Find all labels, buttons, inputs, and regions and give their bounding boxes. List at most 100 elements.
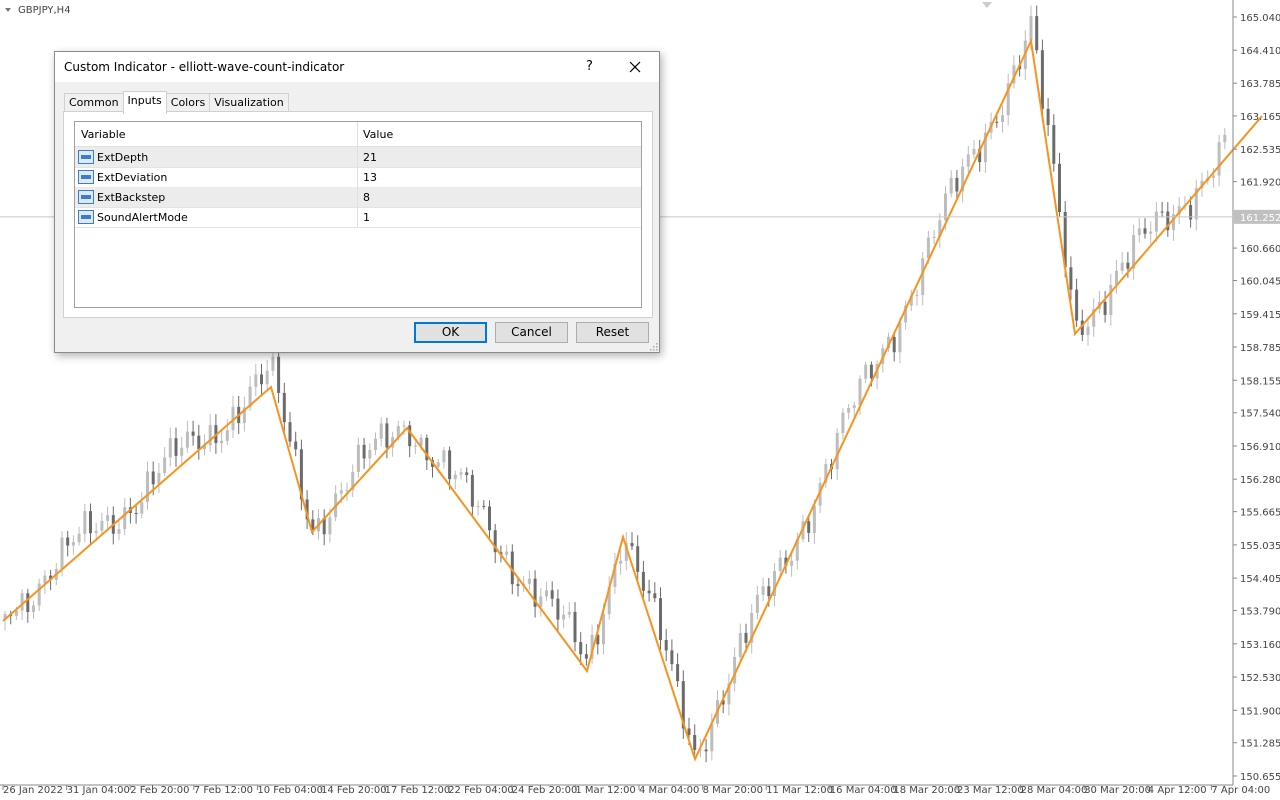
candle-body xyxy=(1154,211,1158,232)
candle-body xyxy=(755,594,759,614)
candle-body xyxy=(49,575,53,580)
candle-body xyxy=(1217,142,1221,176)
candle-body xyxy=(197,435,201,450)
candle-body xyxy=(533,578,537,607)
table-row[interactable]: ExtDeviation 13 xyxy=(75,167,641,188)
candle-body xyxy=(174,438,178,456)
param-name: ExtDeviation xyxy=(97,171,168,184)
button[interactable]: OK xyxy=(414,322,487,343)
button[interactable]: Reset xyxy=(576,322,649,343)
candle-body xyxy=(710,723,714,752)
candle-body xyxy=(3,614,7,620)
candle-body xyxy=(465,472,469,476)
candle-body xyxy=(26,593,30,612)
param-icon xyxy=(78,150,94,164)
candle-body xyxy=(818,482,822,506)
candle-body xyxy=(932,236,936,238)
candle-body xyxy=(693,734,697,750)
candle-body xyxy=(641,571,645,591)
candle-body xyxy=(351,471,355,491)
candle-body xyxy=(470,475,474,507)
tab[interactable]: Visualization xyxy=(209,93,289,113)
price-label: 165.040 xyxy=(1240,13,1280,24)
table-row[interactable]: SoundAlertMode 1 xyxy=(75,207,641,228)
price-label: 157.540 xyxy=(1240,409,1280,420)
candle-body xyxy=(995,121,999,123)
candle-body xyxy=(944,193,947,221)
candle-body xyxy=(254,374,258,387)
table-row[interactable]: ExtDepth 21 xyxy=(75,147,641,168)
param-value: 1 xyxy=(363,211,370,224)
candle-body xyxy=(459,472,463,475)
close-button[interactable] xyxy=(629,61,641,73)
column-separator xyxy=(357,122,358,146)
candle-body xyxy=(1080,320,1084,335)
time-label: 10 Feb 04:00 xyxy=(257,785,323,796)
candle-body xyxy=(1137,228,1141,236)
price-label: 163.785 xyxy=(1240,79,1280,90)
candle-body xyxy=(413,445,417,447)
price-label: 160.660 xyxy=(1240,244,1280,255)
candle-body xyxy=(89,511,92,534)
candle-body xyxy=(1035,16,1039,51)
candle-body xyxy=(630,543,634,547)
candle-body xyxy=(288,422,292,442)
candle-body xyxy=(938,220,942,237)
candle-body xyxy=(670,650,674,665)
candle-body xyxy=(1029,16,1033,41)
candle-body xyxy=(379,423,383,439)
candle-body xyxy=(847,407,851,413)
candle-body xyxy=(1149,231,1153,234)
candle-body xyxy=(733,656,737,684)
param-icon xyxy=(78,170,94,184)
param-value: 21 xyxy=(363,151,377,164)
candle-body xyxy=(448,450,452,480)
candle-body xyxy=(778,557,782,572)
price-label: 164.410 xyxy=(1240,46,1280,57)
candle-body xyxy=(562,614,566,620)
candle-body xyxy=(453,474,457,480)
tab[interactable]: Common xyxy=(64,93,124,113)
tab[interactable]: Inputs xyxy=(122,91,167,114)
price-label: 150.655 xyxy=(1240,772,1280,783)
candle-body xyxy=(1115,270,1118,285)
time-label: 14 Feb 20:00 xyxy=(321,785,387,796)
candle-body xyxy=(898,322,902,353)
tab-strip: Common Inputs Colors Visualization xyxy=(64,91,289,114)
time-label: 26 Jan 2022 xyxy=(3,785,63,796)
candle-body xyxy=(140,501,144,514)
candle-body xyxy=(613,563,617,587)
candle-body xyxy=(909,295,913,306)
title-bar: Custom Indicator - elliott-wave-count-in… xyxy=(55,52,659,82)
candle-body xyxy=(807,521,811,533)
candle-body xyxy=(727,683,731,705)
candle-body xyxy=(573,611,577,643)
param-name: ExtBackstep xyxy=(97,191,166,204)
candle-body xyxy=(687,728,691,735)
help-button[interactable]: ? xyxy=(586,59,593,74)
candle-body xyxy=(915,295,919,297)
candle-body xyxy=(442,450,446,463)
candle-body xyxy=(921,258,925,296)
candle-body xyxy=(1103,301,1107,315)
candle-body xyxy=(488,506,491,531)
candle-body xyxy=(961,166,965,192)
candle-body xyxy=(231,406,235,431)
button[interactable]: Cancel xyxy=(495,322,568,343)
candle-body xyxy=(539,596,543,607)
candle-body xyxy=(1177,206,1181,215)
current-price-label: 161.252 xyxy=(1240,213,1280,224)
inputs-table: Variable Value ExtDepth 21 ExtDeviation 13 Ext… xyxy=(74,121,642,308)
price-label: 152.530 xyxy=(1240,673,1280,684)
price-label: 154.405 xyxy=(1240,574,1280,585)
candle-body xyxy=(1223,134,1227,143)
candle-body xyxy=(602,614,605,645)
price-label: 153.790 xyxy=(1240,607,1280,618)
table-row[interactable]: ExtBackstep 8 xyxy=(75,187,641,208)
tab[interactable]: Colors xyxy=(165,93,211,113)
dialog-title: Custom Indicator - elliott-wave-count-in… xyxy=(64,60,345,74)
current-price-box xyxy=(1234,209,1280,224)
candle-body xyxy=(1046,108,1050,126)
candle-body xyxy=(1211,175,1215,179)
candle-body xyxy=(619,560,623,564)
